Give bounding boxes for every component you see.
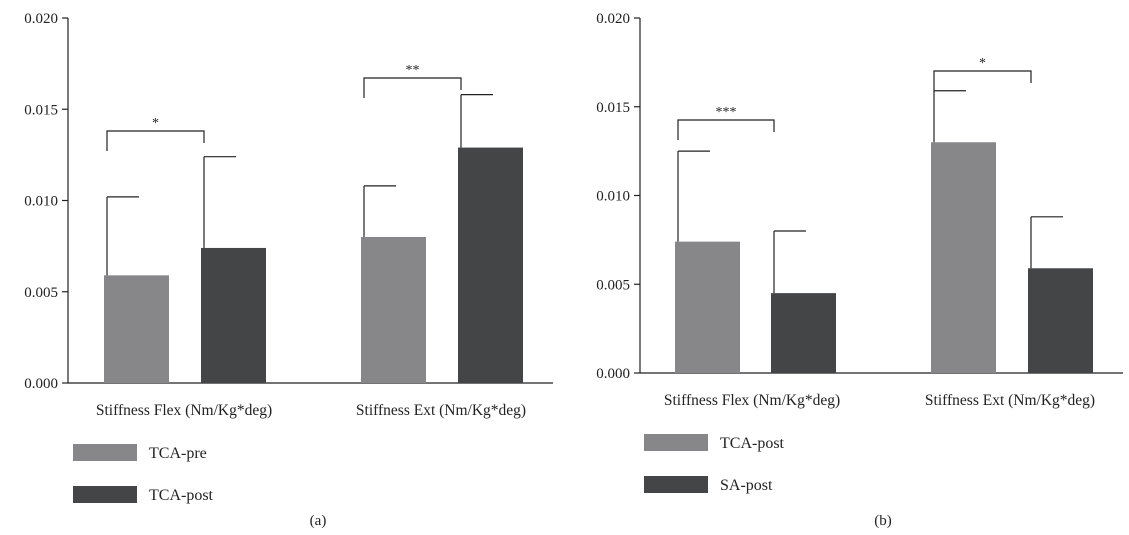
bar-tca-post-flex [201, 247, 266, 383]
x-category-label: Stiffness Flex (Nm/Kg*deg) [664, 392, 840, 409]
significance-bracket [106, 130, 205, 151]
legend-label: TCA-pre [149, 445, 207, 462]
legend-swatch [644, 476, 708, 493]
significance-bracket [933, 70, 1032, 91]
y-tick-label: 0.010 [24, 194, 58, 210]
bar-sa-post-flex [771, 293, 836, 373]
y-tick-label: 0.020 [596, 11, 630, 27]
y-tick-label: 0.015 [596, 100, 630, 116]
legend-swatch [73, 486, 137, 503]
y-tick-label: 0.015 [24, 102, 58, 118]
y-tick-label: 0.000 [596, 366, 630, 382]
legend-swatch [644, 434, 708, 451]
legend-swatch [73, 444, 137, 461]
significance-bracket [677, 119, 775, 140]
bar-tca-pre-ext [361, 237, 426, 383]
y-tick-label: 0.005 [596, 277, 630, 293]
x-category-label: Stiffness Ext (Nm/Kg*deg) [356, 402, 526, 419]
bar-tca-post-flex [675, 241, 740, 373]
y-tick-label: 0.000 [24, 376, 58, 392]
x-category-label: Stiffness Flex (Nm/Kg*deg) [96, 402, 272, 419]
bar-tca-post-ext [458, 147, 523, 383]
bar-tca-pre-flex [104, 275, 169, 383]
legend-label: TCA-post [720, 435, 785, 452]
significance-marker: ** [406, 63, 420, 78]
legend-label: SA-post [720, 477, 773, 494]
significance-marker: * [979, 56, 986, 71]
bar-tca-post-ext [931, 142, 996, 373]
significance-marker: * [152, 116, 159, 131]
legend-label: TCA-post [149, 487, 214, 504]
bar-sa-post-ext [1028, 268, 1093, 373]
y-tick-label: 0.020 [24, 11, 58, 27]
x-category-label: Stiffness Ext (Nm/Kg*deg) [925, 392, 1095, 409]
significance-bracket [363, 77, 462, 98]
y-tick-label: 0.005 [24, 285, 58, 301]
significance-marker: *** [716, 105, 737, 120]
panel-label: (b) [874, 513, 892, 529]
panel-label: (a) [310, 513, 327, 529]
y-tick-label: 0.010 [596, 189, 630, 205]
